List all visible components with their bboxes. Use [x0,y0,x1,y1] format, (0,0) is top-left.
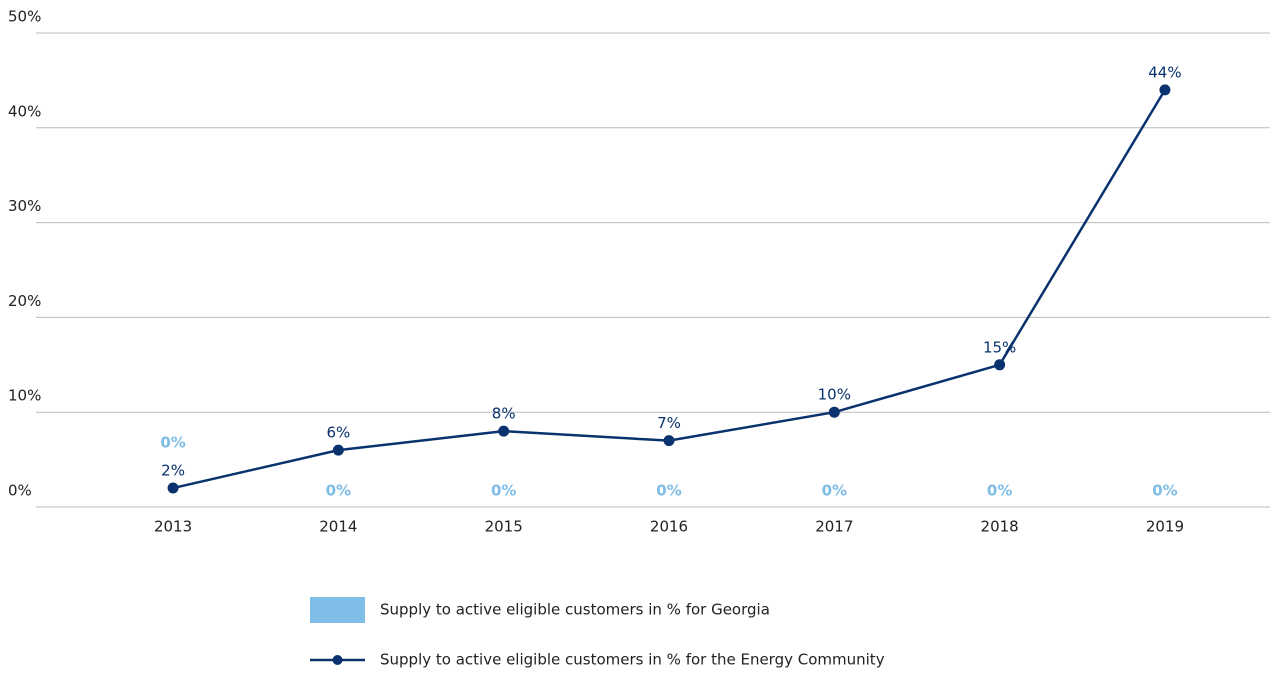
line-value-label: 15% [983,338,1016,356]
line-value-label: 7% [657,414,681,432]
line-point [332,444,344,456]
line-point [498,425,510,437]
legend-swatch [310,597,365,623]
line-value-label: 44% [1148,63,1181,81]
x-tick-label: 2015 [485,518,523,536]
bar-value-label: 0% [987,482,1012,500]
bar-value-label: 0% [1152,482,1177,500]
y-tick-label: 30% [8,197,41,215]
line-value-label: 10% [818,386,851,404]
y-tick-label: 40% [8,102,41,120]
x-tick-label: 2017 [815,518,853,536]
y-tick-label: 50% [8,8,41,26]
legend-label: Supply to active eligible customers in %… [380,601,770,619]
x-tick-label: 2019 [1146,518,1184,536]
line-point [1159,84,1171,96]
line-point [663,435,675,447]
legend-dot [332,655,343,665]
x-tick-label: 2013 [154,518,192,536]
bar-value-label: 0% [491,482,516,500]
y-tick-label: 20% [8,292,41,310]
line-value-label: 8% [492,405,516,423]
y-tick-label: 0% [8,482,32,500]
x-tick-label: 2018 [981,518,1019,536]
line-value-label: 2% [161,462,185,480]
line-value-label: 6% [326,424,350,442]
line-point [828,406,840,418]
line-point [167,482,179,494]
bar-value-label: 0% [656,482,681,500]
x-tick-label: 2014 [319,518,357,536]
x-tick-label: 2016 [650,518,688,536]
y-tick-label: 10% [8,387,41,405]
bar-value-label: 0% [326,482,351,500]
line-point [994,359,1006,371]
bar-value-label: 0% [822,482,847,500]
legend-label: Supply to active eligible customers in %… [380,651,885,669]
bar-value-label: 0% [160,434,185,452]
